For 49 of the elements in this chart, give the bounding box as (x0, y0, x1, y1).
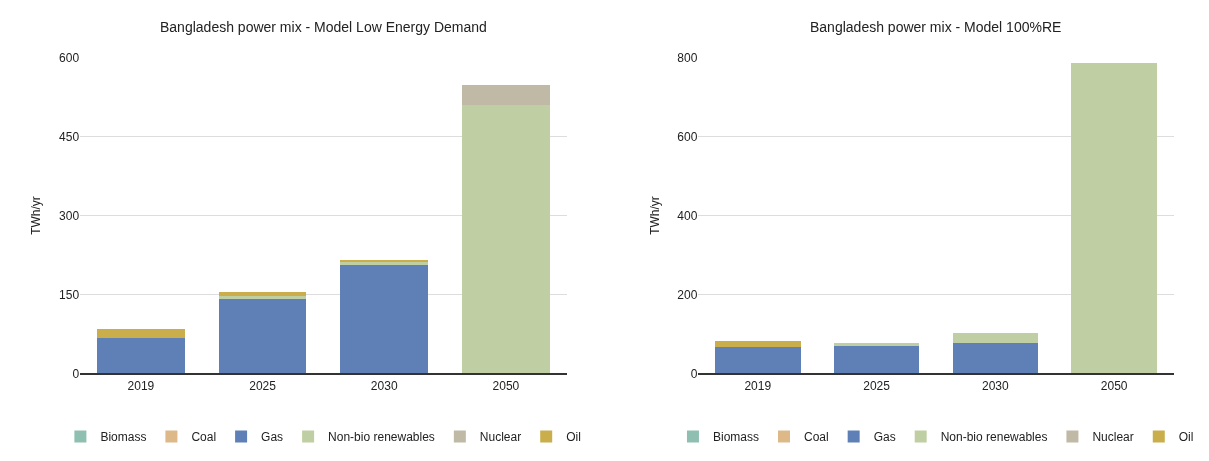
legend-label: Oil (1178, 430, 1194, 445)
bar (218, 296, 307, 299)
bar (218, 291, 307, 296)
chart-title: Bangladesh power mix - Model 100%RE (810, 19, 1062, 35)
legend-label: Coal (803, 430, 829, 445)
legend-label: Nuclear (1092, 430, 1134, 445)
legend-label: Non-bio renewables (328, 430, 435, 445)
chart-title: Bangladesh power mix - Model Low Energy Demand (160, 19, 487, 35)
bar (97, 329, 185, 338)
legend-label: Coal (191, 430, 217, 445)
bar (952, 332, 1039, 343)
bar (462, 105, 550, 374)
y-tick-label: 600 (677, 129, 698, 144)
y-tick-label: 450 (59, 129, 80, 144)
legend-label: Biomass (712, 430, 759, 445)
legend-label: Non-bio renewables (940, 430, 1048, 445)
x-tick-label: 2030 (370, 378, 398, 393)
bar (833, 343, 920, 346)
bar (833, 345, 920, 374)
bar (715, 346, 801, 374)
legend-label: Biomass (100, 430, 147, 445)
bar (340, 264, 429, 374)
x-tick-label: 2019 (127, 378, 155, 393)
x-tick-label: 2019 (744, 378, 772, 393)
bar (218, 297, 307, 374)
legend-label: Nuclear (479, 430, 522, 445)
legend-label: Gas (873, 430, 896, 445)
y-tick-label: 0 (72, 366, 80, 381)
legend-label: Oil (566, 430, 581, 445)
x-tick-label: 2030 (982, 378, 1010, 393)
bar (462, 85, 550, 106)
x-tick-label: 2025 (249, 378, 277, 393)
y-tick-label: 150 (59, 287, 80, 302)
x-tick-label: 2050 (492, 378, 520, 393)
y-tick-label: 600 (59, 50, 80, 65)
y-tick-label: 800 (677, 50, 698, 65)
y-tick-label: 400 (677, 208, 698, 223)
legend-label: Gas (261, 430, 284, 445)
bar (715, 341, 801, 347)
bar (952, 342, 1039, 374)
x-tick-label: 2025 (863, 378, 891, 393)
y-tick-label: 300 (59, 208, 80, 223)
y-tick-label: 200 (677, 287, 698, 302)
y-tick-label: 0 (690, 366, 698, 381)
bar (97, 337, 185, 374)
x-tick-label: 2050 (1100, 378, 1128, 393)
y-axis-title: TWh/yr (647, 196, 662, 235)
bar (1071, 63, 1157, 374)
y-axis-title: TWh/yr (29, 196, 44, 235)
